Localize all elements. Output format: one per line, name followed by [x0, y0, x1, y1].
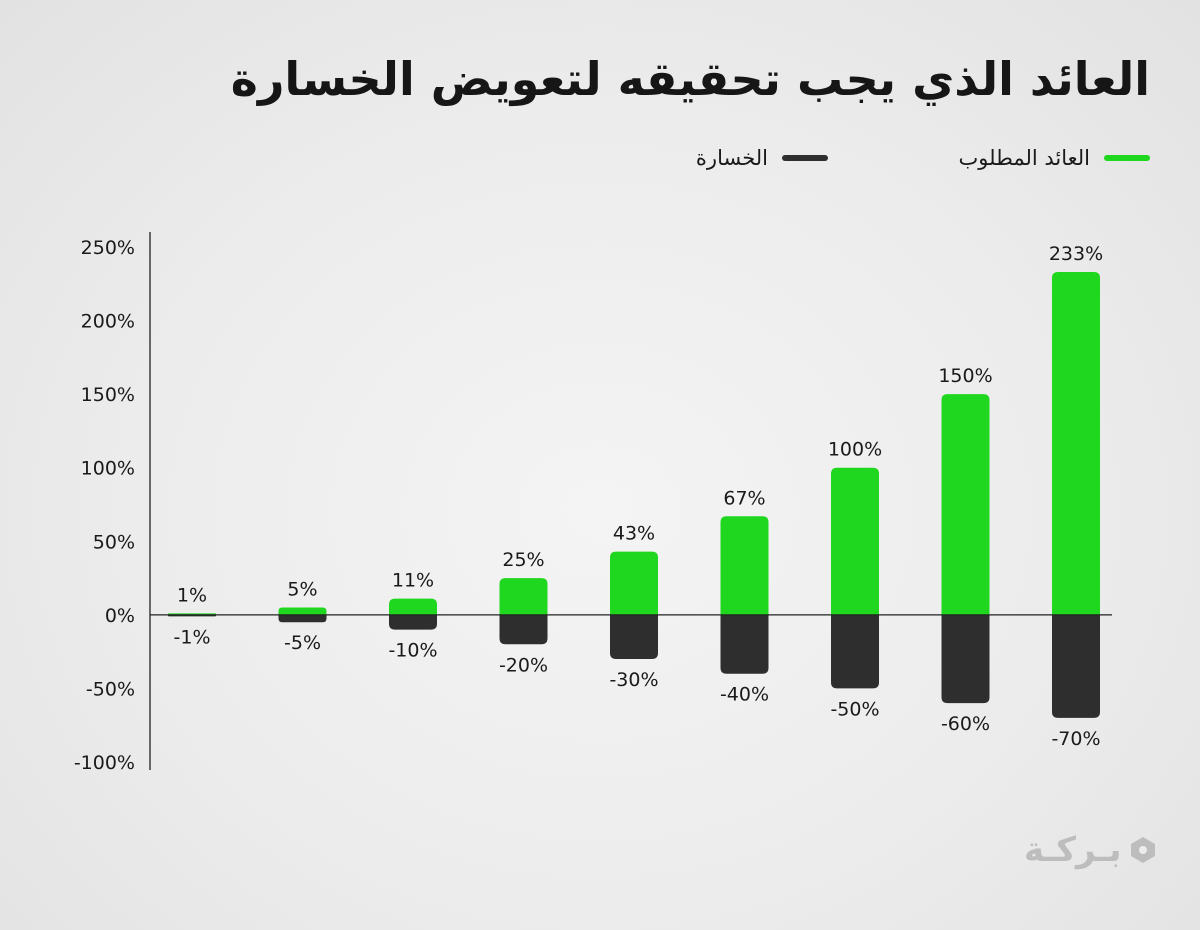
data-label-loss: -70% — [1051, 728, 1100, 750]
legend-label-loss: الخسارة — [695, 146, 768, 170]
legend-label-required: العائد المطلوب — [958, 146, 1090, 170]
data-label-required: 67% — [723, 487, 765, 509]
y-tick-label: 100% — [81, 458, 135, 480]
chart-title: العائد الذي يجب تحقيقه لتعويض الخسارة — [230, 52, 1150, 106]
bar-required-return — [720, 516, 769, 615]
data-label-required: 5% — [287, 579, 317, 601]
bar-required-return — [278, 607, 327, 615]
data-label-loss: -1% — [174, 626, 211, 648]
y-tick-label: 250% — [81, 237, 135, 259]
y-tick-label: 200% — [81, 311, 135, 333]
y-tick-label: 150% — [81, 384, 135, 406]
data-label-loss: -5% — [284, 632, 321, 654]
bar-loss — [499, 614, 548, 645]
data-label-loss: -50% — [830, 698, 879, 720]
legend-swatch-required — [1104, 155, 1150, 161]
bar-loss — [278, 614, 327, 623]
legend-item-loss: الخسارة — [696, 146, 828, 170]
data-label-required: 43% — [613, 523, 655, 545]
bar-loss — [1052, 614, 1100, 718]
data-label-required: 11% — [392, 570, 434, 592]
y-tick-label: 50% — [93, 531, 135, 553]
legend-swatch-loss — [782, 155, 828, 161]
data-label-required: 150% — [938, 365, 992, 387]
bar-loss — [389, 614, 437, 630]
bar-loss — [720, 614, 769, 674]
y-tick-label: -100% — [74, 752, 135, 774]
data-label-required: 100% — [828, 439, 882, 461]
data-label-required: 233% — [1049, 243, 1103, 265]
brand-logo: بـركـة — [1024, 830, 1158, 870]
bar-required-return — [389, 598, 437, 615]
data-label-loss: -40% — [720, 684, 769, 706]
y-tick-label: 0% — [105, 605, 135, 627]
bar-required-return — [610, 551, 658, 615]
data-label-loss: -30% — [609, 669, 658, 691]
y-tick-label: -50% — [86, 678, 135, 700]
bar-loss — [941, 614, 990, 704]
bar-loss — [831, 614, 879, 689]
bar-loss — [610, 614, 658, 659]
bar-required-return — [499, 578, 548, 615]
data-label-loss: -10% — [388, 640, 437, 662]
data-label-required: 1% — [177, 584, 207, 606]
data-label-required: 25% — [502, 549, 544, 571]
data-label-loss: -60% — [941, 713, 990, 735]
legend-item-required: العائد المطلوب — [959, 146, 1150, 170]
data-label-loss: -20% — [499, 654, 548, 676]
bar-required-return — [941, 394, 990, 615]
bar-required-return — [1052, 272, 1100, 615]
brand-mark-icon — [1130, 837, 1155, 863]
brand-logo-text: بـركـة — [1024, 830, 1122, 870]
bar-required-return — [831, 467, 879, 615]
